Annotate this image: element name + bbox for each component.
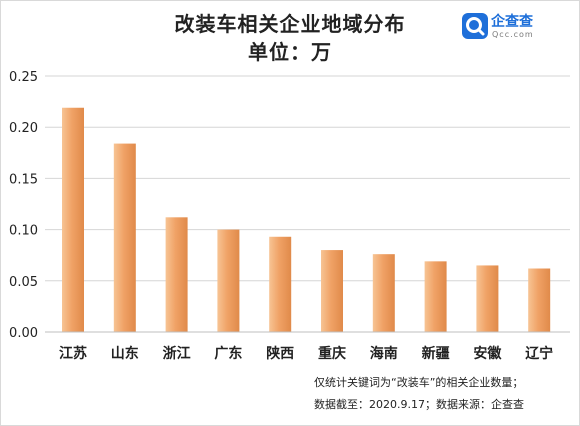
chart-title: 改装车相关企业地域分布: [174, 12, 406, 36]
chart-subtitle: 单位：万: [248, 40, 332, 64]
x-tick-label: 新疆: [422, 345, 450, 362]
y-tick-label: 0.25: [9, 70, 38, 85]
bar-2: [113, 143, 136, 332]
x-tick-label: 安徽: [473, 345, 502, 362]
bar-6: [321, 250, 343, 332]
y-tick-label: 0.20: [9, 121, 38, 136]
x-tick-label: 辽宁: [525, 345, 553, 362]
bar-8: [424, 261, 447, 332]
y-tick-label: 0.05: [9, 275, 38, 290]
x-tick-label: 山东: [111, 345, 139, 362]
x-tick-label: 广东: [214, 345, 242, 362]
x-tick-label: 重庆: [318, 345, 346, 362]
x-tick-label: 海南: [370, 345, 398, 362]
y-tick-label: 0.00: [9, 326, 38, 341]
y-axis-ticks: 0.00 0.05 0.10 0.15 0.20 0.25: [9, 70, 38, 341]
footnote-source: 数据截至：2020.9.17；数据来源：企查查: [314, 398, 524, 411]
x-tick-label: 浙江: [163, 345, 191, 362]
bar-5: [269, 236, 292, 332]
x-axis-ticks: 江苏 山东 浙江 广东 陕西 重庆 海南 新疆 安徽 辽宁: [59, 345, 553, 362]
logo-domain: Qcc.com: [492, 30, 534, 39]
qcc-logo: 企查查 Qcc.com: [461, 10, 561, 46]
bar-3: [165, 217, 188, 332]
y-tick-label: 0.15: [9, 172, 38, 187]
bar-1: [62, 107, 84, 332]
bar-7: [372, 254, 395, 332]
x-tick-label: 江苏: [59, 345, 87, 362]
bar-4: [217, 229, 240, 332]
bar-10: [528, 268, 551, 332]
footnote-scope: 仅统计关键词为“改装车”的相关企业数量；: [314, 376, 524, 389]
y-tick-label: 0.10: [9, 224, 38, 239]
qcc-logo-icon: [462, 13, 488, 39]
logo-name: 企查查: [491, 14, 533, 30]
x-tick-label: 陕西: [266, 345, 294, 362]
bar-9: [476, 265, 499, 332]
bars: [62, 107, 551, 332]
